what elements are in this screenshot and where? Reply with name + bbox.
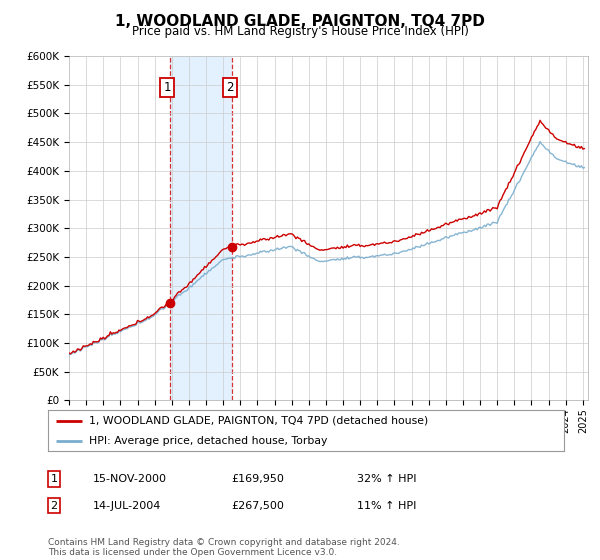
Text: £267,500: £267,500 xyxy=(231,501,284,511)
Text: 14-JUL-2004: 14-JUL-2004 xyxy=(93,501,161,511)
Text: 11% ↑ HPI: 11% ↑ HPI xyxy=(357,501,416,511)
Bar xyxy=(170,56,232,400)
Text: 1: 1 xyxy=(50,474,58,484)
Text: £169,950: £169,950 xyxy=(231,474,284,484)
Text: 1, WOODLAND GLADE, PAIGNTON, TQ4 7PD (detached house): 1, WOODLAND GLADE, PAIGNTON, TQ4 7PD (de… xyxy=(89,416,428,426)
Text: 1, WOODLAND GLADE, PAIGNTON, TQ4 7PD: 1, WOODLAND GLADE, PAIGNTON, TQ4 7PD xyxy=(115,14,485,29)
Text: 1: 1 xyxy=(163,81,171,94)
Text: Price paid vs. HM Land Registry's House Price Index (HPI): Price paid vs. HM Land Registry's House … xyxy=(131,25,469,38)
Text: Contains HM Land Registry data © Crown copyright and database right 2024.
This d: Contains HM Land Registry data © Crown c… xyxy=(48,538,400,557)
Text: 2: 2 xyxy=(226,81,233,94)
Text: 15-NOV-2000: 15-NOV-2000 xyxy=(93,474,167,484)
Text: HPI: Average price, detached house, Torbay: HPI: Average price, detached house, Torb… xyxy=(89,436,328,446)
Text: 32% ↑ HPI: 32% ↑ HPI xyxy=(357,474,416,484)
Text: 2: 2 xyxy=(50,501,58,511)
